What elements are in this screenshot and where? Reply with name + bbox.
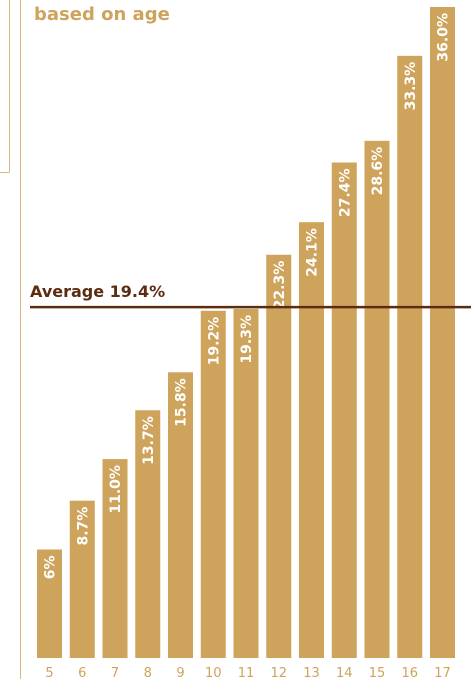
average-label: Average 19.4%	[30, 282, 165, 301]
data-label-16: 33.3%	[403, 62, 419, 111]
x-axis-ticks: 5 6 7 8 9 10 11 12 13 14 15 16 17	[45, 666, 450, 679]
x-tick-12: 12	[270, 666, 287, 679]
x-tick-5: 5	[45, 666, 53, 679]
bar-9	[168, 372, 193, 658]
bars-group: 6% 8.7% 11.0% 13.7% 15.8% 19.2% 19.3% 22.3% 24.1…	[37, 7, 455, 659]
x-tick-10: 10	[205, 666, 222, 679]
average-group: Average 19.4%	[30, 282, 471, 309]
data-label-17: 36.0%	[436, 13, 452, 62]
x-tick-14: 14	[336, 666, 353, 679]
data-label-13: 24.1%	[305, 228, 321, 277]
x-tick-9: 9	[176, 666, 184, 679]
bar-8	[135, 410, 161, 658]
data-label-9: 15.8%	[174, 378, 190, 427]
data-label-15: 28.6%	[370, 147, 386, 196]
bar-5	[37, 549, 62, 658]
data-label-12: 22.3%	[272, 261, 288, 310]
x-tick-15: 15	[369, 666, 386, 679]
bar-16	[397, 55, 423, 658]
bar-6	[69, 500, 95, 658]
data-label-6: 8.7%	[75, 507, 91, 546]
x-tick-13: 13	[303, 666, 320, 679]
data-label-14: 27.4%	[337, 169, 353, 218]
chart-frame	[0, 0, 21, 679]
bar-10	[200, 310, 226, 658]
chart-title: based on age	[34, 4, 170, 25]
x-tick-6: 6	[78, 666, 86, 679]
bar-11	[233, 308, 259, 658]
bar-7	[102, 459, 128, 658]
bar-15	[364, 140, 390, 658]
data-label-8: 13.7%	[141, 416, 157, 465]
bar-12	[266, 254, 292, 659]
bar-17	[430, 7, 455, 658]
x-tick-16: 16	[401, 666, 418, 679]
x-tick-7: 7	[111, 666, 119, 679]
data-label-5: 6%	[43, 556, 59, 580]
x-tick-8: 8	[144, 666, 152, 679]
data-label-10: 19.2%	[206, 317, 222, 366]
bar-13	[299, 222, 324, 658]
x-tick-17: 17	[434, 666, 451, 679]
data-label-7: 11.0%	[108, 465, 124, 514]
x-tick-11: 11	[238, 666, 255, 679]
bar-14	[331, 162, 357, 658]
data-label-11: 19.3%	[239, 315, 255, 364]
